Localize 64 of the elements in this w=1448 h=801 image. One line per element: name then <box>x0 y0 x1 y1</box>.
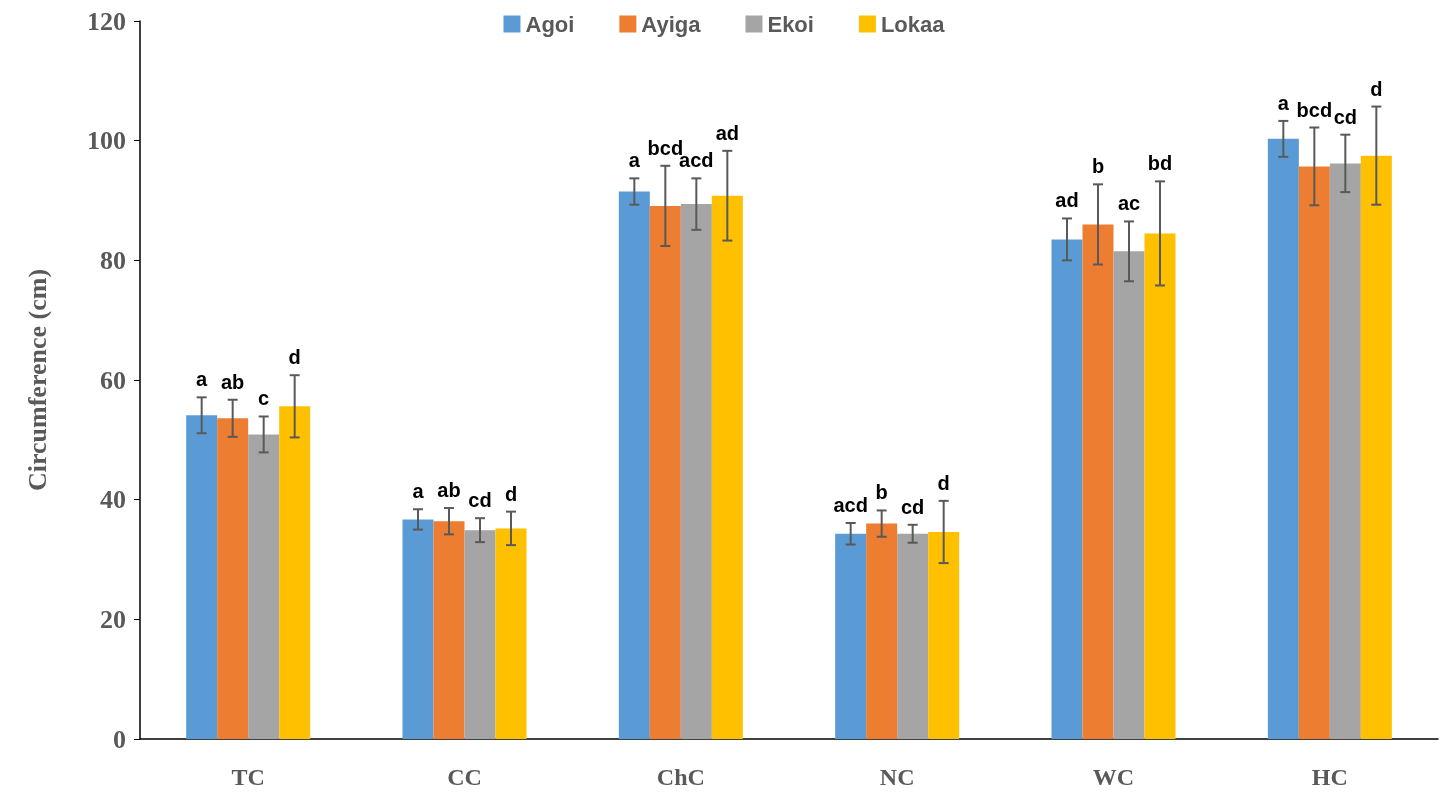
data-label: d <box>288 346 301 369</box>
bar <box>1082 224 1114 739</box>
bar <box>248 434 280 739</box>
x-tick-label: WC <box>1092 764 1135 790</box>
y-tick-label: 40 <box>100 485 126 515</box>
bar <box>1144 233 1176 739</box>
legend-label: Agoi <box>525 11 575 37</box>
data-label: c <box>258 387 270 410</box>
data-label: b <box>875 481 888 504</box>
data-label: b <box>1091 155 1105 178</box>
bar <box>433 521 465 739</box>
x-tick-label: CC <box>447 764 482 790</box>
y-axis-title: Circumference (cm) <box>22 268 52 492</box>
bar <box>618 191 650 739</box>
y-tick-label: 0 <box>113 724 126 754</box>
data-label: bcd <box>1296 98 1333 121</box>
bar <box>464 530 496 739</box>
y-tick-label: 100 <box>87 126 126 156</box>
bar <box>1298 166 1330 739</box>
data-label: acd <box>833 494 868 516</box>
bar <box>279 406 311 739</box>
x-tick-label: HC <box>1311 764 1348 790</box>
bar <box>495 528 527 739</box>
x-tick-label: NC <box>879 764 915 790</box>
data-label: d <box>1370 77 1383 100</box>
data-label: a <box>412 480 425 503</box>
bar <box>835 533 867 739</box>
data-label: ad <box>715 121 740 144</box>
data-label: a <box>628 149 641 172</box>
bar <box>866 523 898 739</box>
y-tick-label: 20 <box>100 604 126 634</box>
data-label: ac <box>1117 192 1141 215</box>
bar <box>1360 155 1392 739</box>
data-label: ab <box>220 370 245 393</box>
data-label: bd <box>1147 152 1173 175</box>
data-label: d <box>504 482 518 505</box>
legend-label: Ayiga <box>641 11 702 37</box>
bar <box>1267 138 1299 739</box>
data-label: cd <box>1333 105 1358 128</box>
bar <box>649 205 681 739</box>
bar <box>402 519 434 739</box>
data-label: d <box>937 471 950 494</box>
bar <box>217 418 249 739</box>
data-label: cd <box>900 495 925 518</box>
data-label: ab <box>437 479 461 502</box>
data-label: a <box>1277 91 1290 114</box>
bar <box>1113 251 1145 739</box>
bar <box>711 195 743 739</box>
bar <box>1329 163 1361 739</box>
data-label: cd <box>468 489 492 512</box>
bar <box>897 533 929 739</box>
bar <box>680 204 712 739</box>
y-tick-label: 80 <box>100 245 126 275</box>
bar <box>928 531 960 739</box>
data-label: ad <box>1055 189 1079 212</box>
y-tick-label: 120 <box>87 6 126 36</box>
bar <box>186 415 218 739</box>
bar <box>1051 239 1083 739</box>
data-label: a <box>196 368 209 391</box>
x-tick-label: TC <box>231 764 265 790</box>
legend-label: Lokaa <box>880 11 946 37</box>
y-tick-label: 60 <box>100 365 126 395</box>
x-tick-label: ChC <box>656 764 705 790</box>
legend-label: Ekoi <box>767 11 814 37</box>
